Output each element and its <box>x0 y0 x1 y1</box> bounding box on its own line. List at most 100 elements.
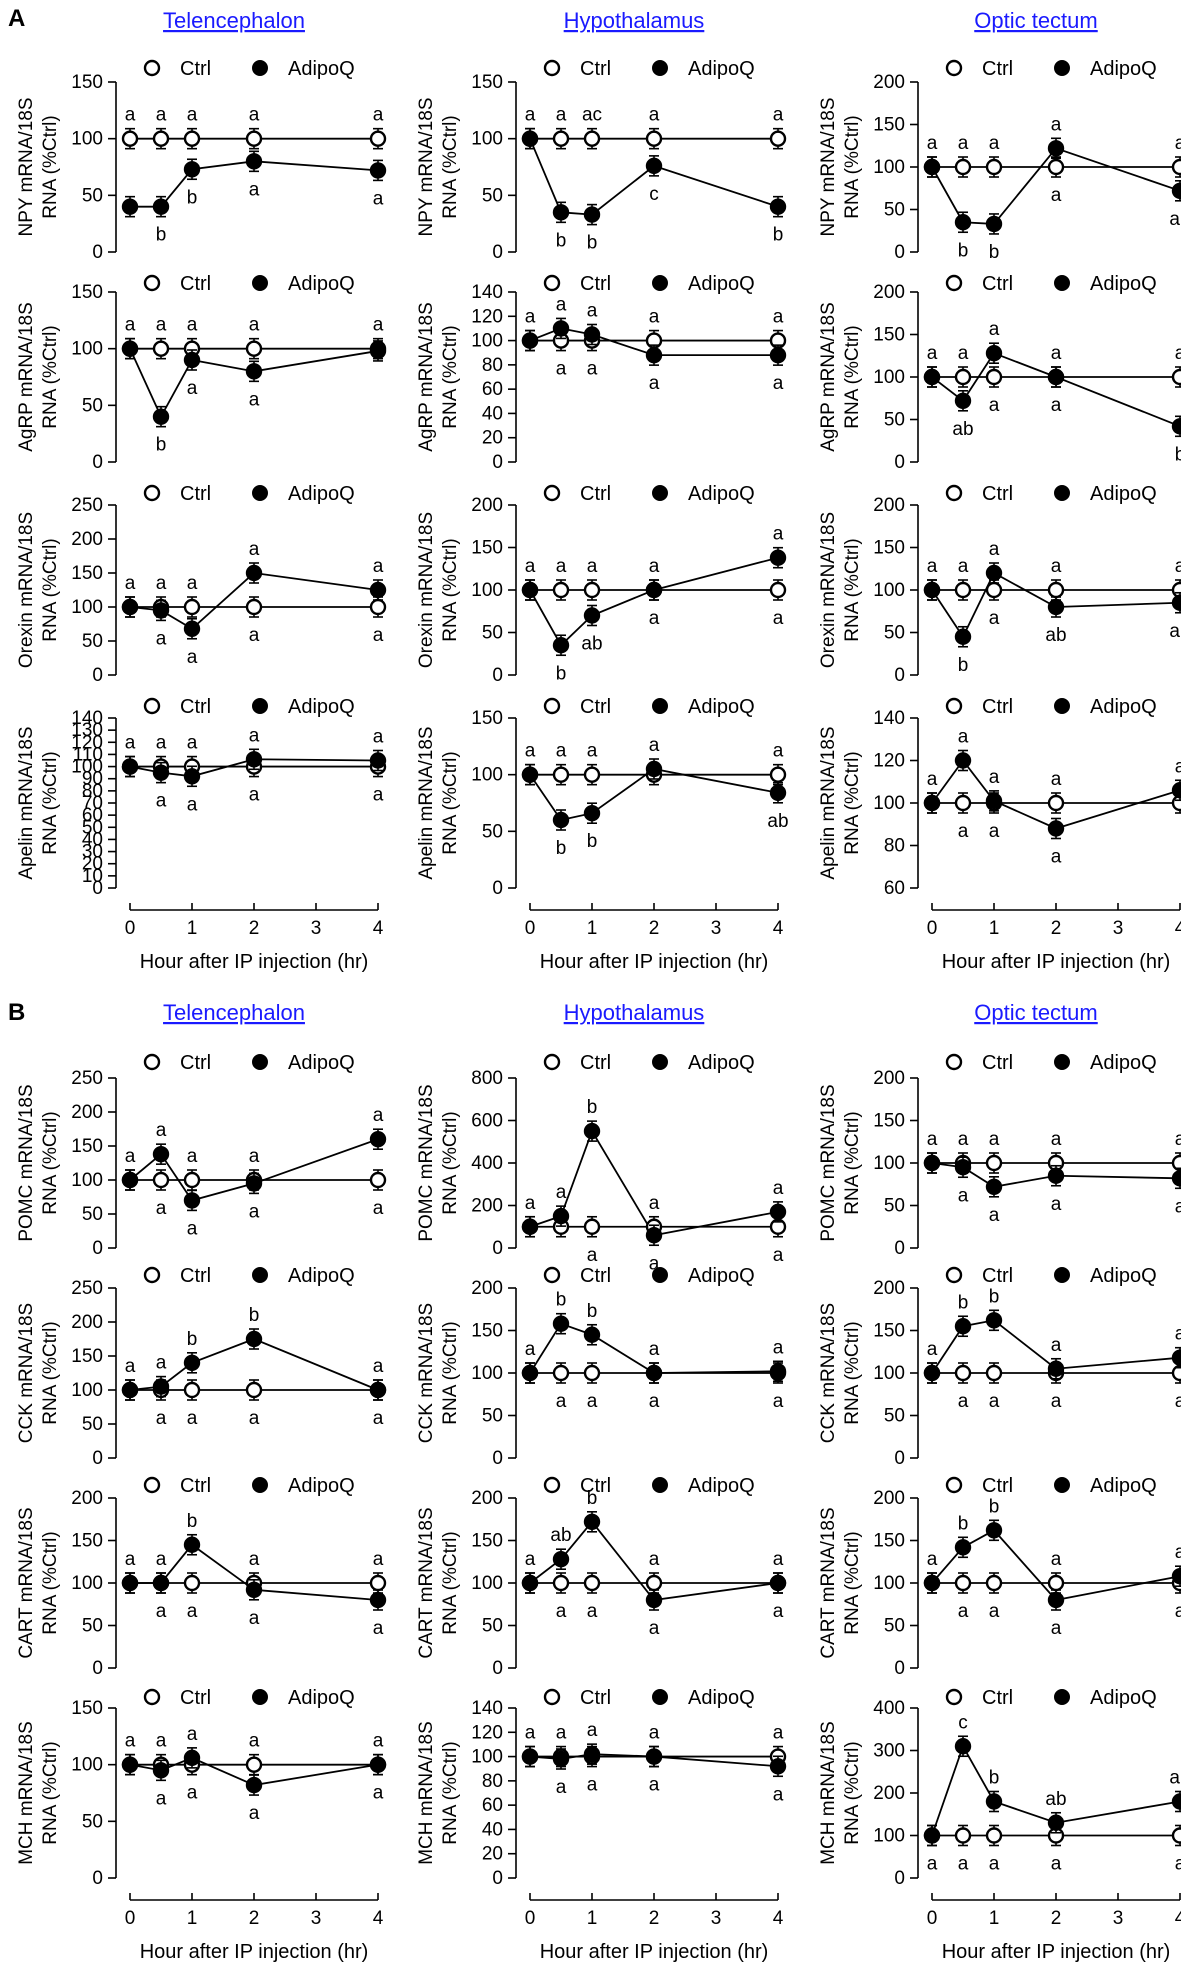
sig-letter-below: a <box>249 1201 260 1222</box>
sig-letter-below: a <box>156 1788 167 1809</box>
sig-letter-above: a <box>958 133 969 154</box>
legend-ctrl-label: Ctrl <box>180 483 211 505</box>
sig-letter-above: a <box>525 1339 536 1360</box>
y-tick-label: 0 <box>492 1238 503 1259</box>
sig-letter-above: a <box>556 556 567 577</box>
panel-label-b: B <box>8 999 25 1026</box>
sig-letter-below: ab <box>1045 625 1066 646</box>
sig-letter-above: ac <box>582 105 602 126</box>
x-tick-label: 2 <box>649 918 660 939</box>
data-point-ctrl <box>954 794 972 812</box>
data-point-ctrl <box>985 581 1003 599</box>
data-point-ctrl <box>369 1574 387 1592</box>
legend-adipoq-marker <box>652 275 668 291</box>
y-axis-label-2: RNA (%Ctrl) <box>40 538 61 641</box>
sig-letter-below: a <box>1051 1618 1062 1639</box>
legend-ctrl-label: Ctrl <box>982 58 1013 80</box>
y-axis-label-1: CART mRNA/18S <box>416 1507 437 1658</box>
legend-adipoq-marker <box>1054 1689 1070 1705</box>
sig-letter-above: a <box>958 343 969 364</box>
legend-adipoq-marker <box>652 1054 668 1070</box>
data-point-ctrl <box>152 1171 170 1189</box>
legend-adipoq-marker <box>652 485 668 501</box>
y-axis-label-2: RNA (%Ctrl) <box>40 1321 61 1424</box>
sig-letter-above: a <box>587 1720 598 1741</box>
y-tick-label: 150 <box>873 1111 905 1132</box>
sig-letter-above: a <box>525 1723 536 1744</box>
legend-ctrl-label: Ctrl <box>580 1687 611 1709</box>
sig-letter-below: a <box>1051 185 1062 206</box>
y-tick-label: 0 <box>492 665 503 686</box>
x-tick-label: 0 <box>525 1908 536 1929</box>
y-axis-label-2: RNA (%Ctrl) <box>440 1531 461 1634</box>
data-point-adipoq <box>152 198 170 215</box>
data-point-adipoq <box>645 157 663 175</box>
sig-letter-above: a <box>156 573 167 594</box>
data-point-adipoq <box>1171 594 1181 611</box>
y-tick-label: 120 <box>71 732 103 753</box>
legend-ctrl-label: Ctrl <box>180 58 211 80</box>
data-point-ctrl <box>583 766 601 783</box>
sig-letter-below: a <box>249 389 260 410</box>
sig-letter-above: a <box>1051 556 1062 577</box>
data-point-adipoq <box>1171 782 1181 799</box>
y-tick-label: 100 <box>873 157 905 178</box>
sig-letter-below: a <box>249 1803 260 1824</box>
y-tick-label: 250 <box>71 1068 103 1089</box>
chart-a-npy-hypothalamus: 0 50 100 150 NPY mRNA/18S RNA (%Ctrl) Ctrl Adip… <box>416 58 787 263</box>
y-axis-label-1: Orexin mRNA/18S <box>416 512 437 668</box>
data-point-adipoq <box>521 1364 539 1382</box>
y-tick-label: 0 <box>92 1238 103 1259</box>
y-axis-label-1: Apelin mRNA/18S <box>818 726 839 879</box>
sig-letter-above: a <box>773 307 784 328</box>
chart-a-agrp-hypothalamus: 0 20 40 60 80 100 120 140 AgRP mRNA/18S RNA (%Ctr… <box>416 273 787 473</box>
y-tick-label: 20 <box>82 854 103 875</box>
sig-letter-above: a <box>989 539 1000 560</box>
data-point-adipoq <box>985 345 1003 362</box>
y-axis-label-1: MCH mRNA/18S <box>16 1721 37 1865</box>
sig-letter-below: a <box>989 1854 1000 1875</box>
data-point-adipoq <box>183 1192 201 1209</box>
data-point-adipoq <box>369 1130 387 1148</box>
y-tick-label: 100 <box>71 1573 103 1594</box>
region-title-telencephalon: Telencephalon <box>163 1000 305 1025</box>
y-tick-label: 0 <box>492 1658 503 1679</box>
sig-letter-below: b <box>1175 444 1181 465</box>
data-point-ctrl <box>583 1218 601 1235</box>
sig-letter-below: a <box>373 1198 384 1219</box>
y-tick-label: 140 <box>471 1698 503 1719</box>
x-tick-label: 4 <box>373 1908 384 1929</box>
legend-adipoq-marker <box>652 698 668 714</box>
data-point-ctrl <box>985 1154 1003 1172</box>
y-tick-label: 20 <box>482 1844 503 1865</box>
sig-letter-above: a <box>649 1193 660 1214</box>
data-point-ctrl <box>985 1574 1003 1592</box>
y-axis-label-1: CART mRNA/18S <box>818 1507 839 1658</box>
y-tick-label: 30 <box>82 842 103 863</box>
y-axis-label-2: RNA (%Ctrl) <box>842 325 863 428</box>
chart-b-mch-optic-tectum: 0 100 200 300 400 MCH mRNA/18S RNA (%Ctrl) 0 1 2 3… <box>818 1687 1181 1963</box>
sig-letter-above: a <box>249 105 260 126</box>
data-point-adipoq <box>183 1354 201 1372</box>
data-point-adipoq <box>583 326 601 343</box>
data-point-adipoq <box>583 1745 601 1763</box>
sig-letter-below: a <box>1175 1601 1181 1622</box>
y-tick-label: 20 <box>482 428 503 449</box>
data-point-adipoq <box>369 162 387 179</box>
sig-letter-below: a <box>556 1391 567 1412</box>
y-tick-label: 130 <box>71 720 103 741</box>
sig-letter-above: b <box>587 1488 598 1509</box>
legend-adipoq-label: AdipoQ <box>1090 1265 1157 1287</box>
sig-letter-below: b <box>187 187 198 208</box>
x-tick-label: 3 <box>711 1908 722 1929</box>
data-point-ctrl <box>1047 581 1065 599</box>
data-point-adipoq <box>121 598 139 616</box>
sig-letter-above: a <box>927 1549 938 1570</box>
y-axis-label-1: POMC mRNA/18S <box>818 1084 839 1241</box>
sig-letter-above: a <box>125 1146 136 1167</box>
data-point-adipoq <box>552 637 570 654</box>
sig-letter-above: a <box>958 556 969 577</box>
legend-ctrl-label: Ctrl <box>982 1687 1013 1709</box>
legend-ctrl-label: Ctrl <box>982 273 1013 295</box>
